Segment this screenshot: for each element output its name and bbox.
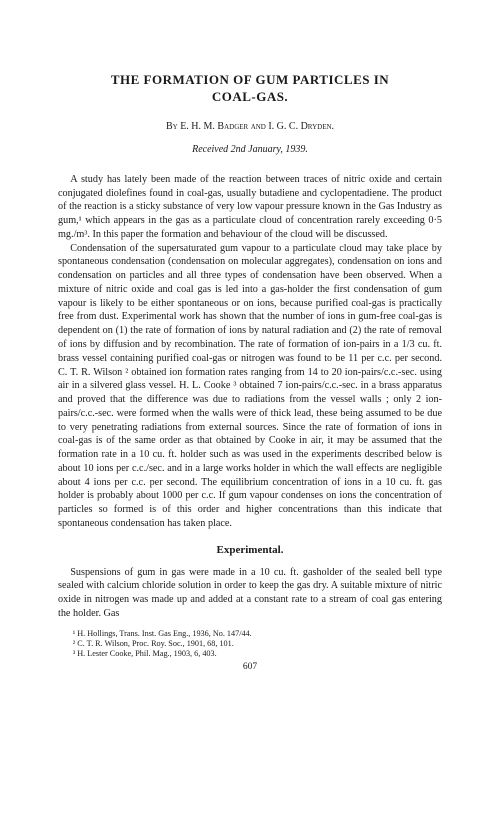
footnotes: ¹ H. Hollings, Trans. Inst. Gas Eng., 19… [58,629,442,660]
article-title: THE FORMATION OF GUM PARTICLES IN COAL-G… [58,72,442,106]
paragraph-1: A study has lately been made of the reac… [58,173,442,242]
title-line-2: COAL-GAS. [212,89,288,104]
byline-prefix: By [166,121,180,132]
received-date: Received 2nd January, 1939. [58,143,442,157]
footnote-3: ³ H. Lester Cooke, Phil. Mag., 1903, 6, … [79,649,443,659]
section-heading: Experimental. [58,543,442,558]
title-line-1: THE FORMATION OF GUM PARTICLES IN [111,72,389,87]
footnote-1: ¹ H. Hollings, Trans. Inst. Gas Eng., 19… [79,629,443,639]
byline: By E. H. M. Badger and I. G. C. Dryden. [58,120,442,134]
paragraph-3: Suspensions of gum in gas were made in a… [58,566,442,621]
page-number: 607 [58,661,442,674]
footnote-2: ² C. T. R. Wilson, Proc. Roy. Soc., 1901… [79,639,443,649]
authors: E. H. M. Badger and I. G. C. Dryden. [180,121,334,132]
paragraph-2: Condensation of the supersaturated gum v… [58,242,442,531]
